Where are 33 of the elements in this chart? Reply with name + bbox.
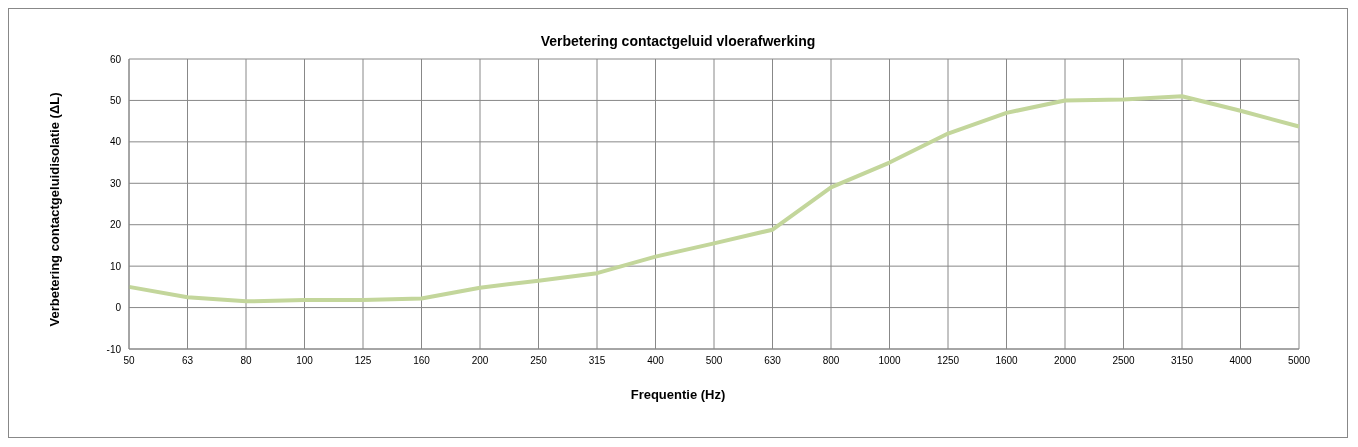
line-series [127,94,1301,304]
x-tick-label: 1600 [995,355,1019,367]
y-tick-label: -10 [106,343,122,355]
x-tick-label: 1250 [936,355,960,367]
y-tick-label: 0 [115,302,122,314]
x-tick-label: 50 [123,355,135,367]
x-tick-label: 100 [296,355,314,367]
y-axis-title: Verbetering contactgeluidisolatie (ΔL) [46,91,62,329]
y-tick-label: 20 [109,219,122,231]
x-tick-label: 5000 [1287,355,1311,367]
y-tick-label: 30 [109,177,122,189]
x-tick-label: 400 [647,355,665,367]
x-tick-label: 125 [354,355,372,367]
x-tick-label: 3150 [1170,355,1194,367]
x-tick-label: 315 [588,355,606,367]
y-tick-label: 50 [109,94,122,106]
y-tick-label: 40 [109,136,122,148]
x-tick-label: 800 [822,355,840,367]
x-tick-label: 200 [471,355,489,367]
y-tick-label: 60 [109,53,122,65]
chart-title: Verbetering contactgeluid vloerafwerking [539,32,817,49]
x-tick-label: 80 [240,355,252,367]
x-tick-label: 2500 [1112,355,1136,367]
x-tick-label: 500 [705,355,723,367]
x-tick-label: 63 [181,355,194,367]
x-tick-label: 160 [413,355,431,367]
x-axis-title: Frequentie (Hz) [629,387,727,402]
y-tick-label: 10 [109,260,122,272]
x-tick-label: 4000 [1229,355,1253,367]
x-tick-label: 2000 [1053,355,1077,367]
x-tick-label: 250 [530,355,548,367]
x-tick-label: 630 [764,355,782,367]
x-tick-label: 1000 [878,355,902,367]
